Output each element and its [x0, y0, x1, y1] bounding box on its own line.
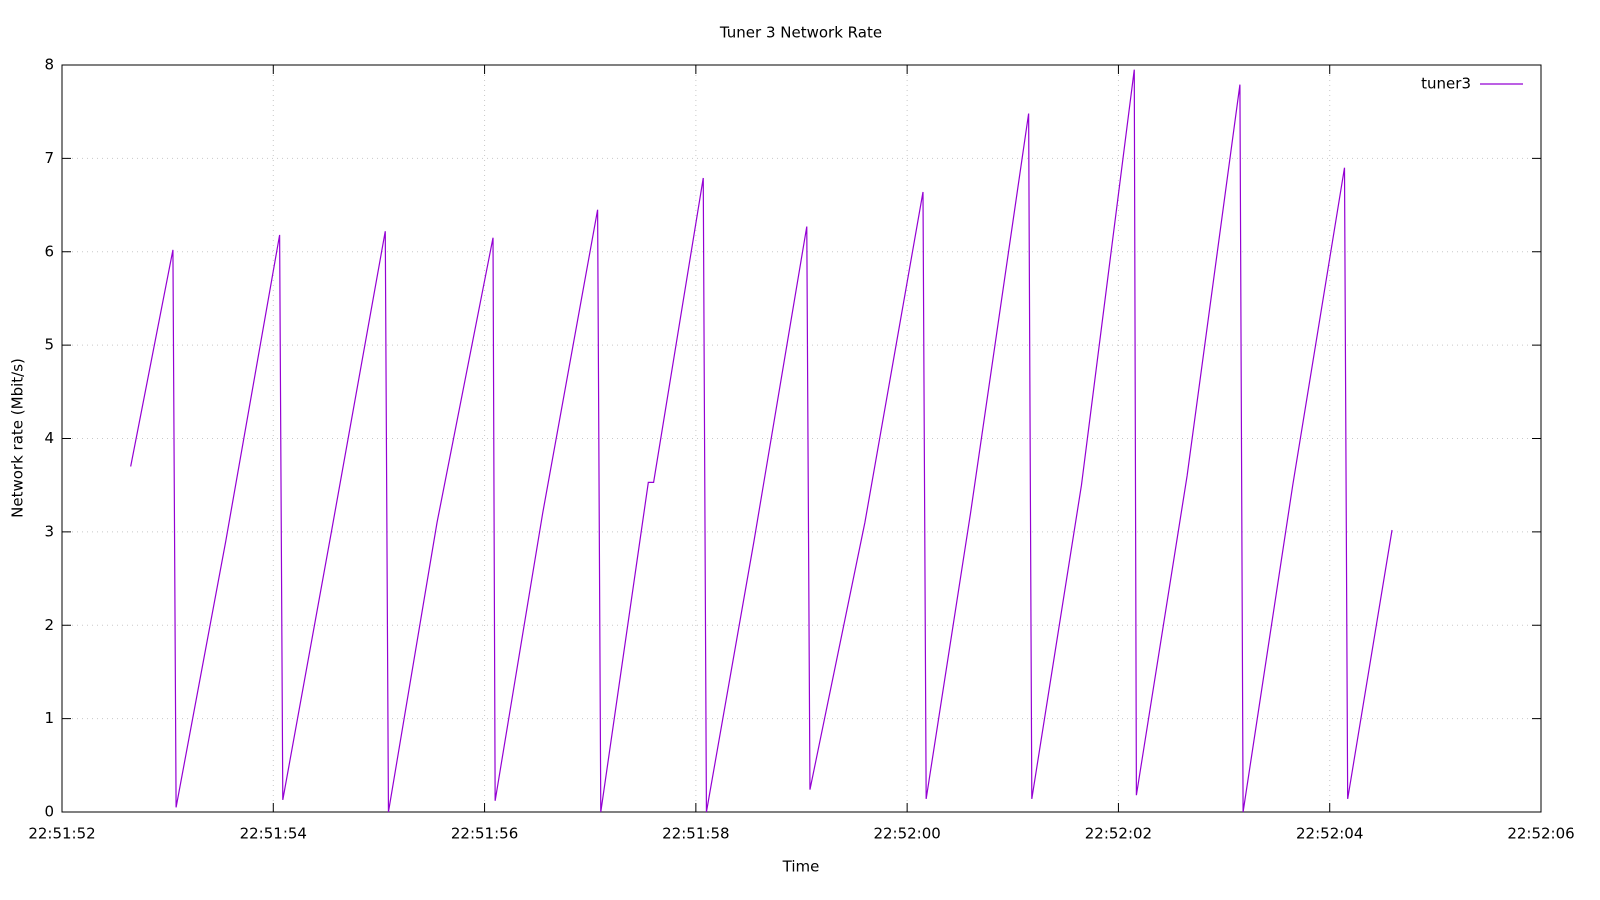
y-tick-label: 5	[44, 336, 54, 354]
x-axis-label: Time	[782, 858, 820, 876]
y-axis-label: Network rate (Mbit/s)	[9, 358, 27, 518]
data-line	[130, 69, 1393, 813]
chart-title: Tuner 3 Network Rate	[719, 24, 882, 42]
legend-label: tuner3	[1421, 75, 1471, 93]
y-tick-label: 2	[44, 616, 54, 634]
y-tick-label: 3	[44, 522, 54, 540]
x-tick-label: 22:51:54	[240, 825, 307, 843]
y-tick-label: 8	[44, 56, 54, 74]
y-tick-label: 4	[44, 429, 54, 447]
y-tick-label: 0	[44, 803, 54, 821]
x-tick-label: 22:52:04	[1296, 825, 1363, 843]
y-tick-label: 7	[44, 149, 54, 167]
x-tick-label: 22:51:56	[451, 825, 518, 843]
plot-frame	[61, 64, 1542, 813]
x-tick-label: 22:51:58	[662, 825, 729, 843]
x-tick-label: 22:52:00	[873, 825, 940, 843]
y-tick-label: 6	[44, 242, 54, 260]
y-tick-label: 1	[44, 709, 54, 727]
x-tick-label: 22:51:52	[28, 825, 95, 843]
x-tick-label: 22:52:06	[1507, 825, 1574, 843]
x-tick-label: 22:52:02	[1085, 825, 1152, 843]
